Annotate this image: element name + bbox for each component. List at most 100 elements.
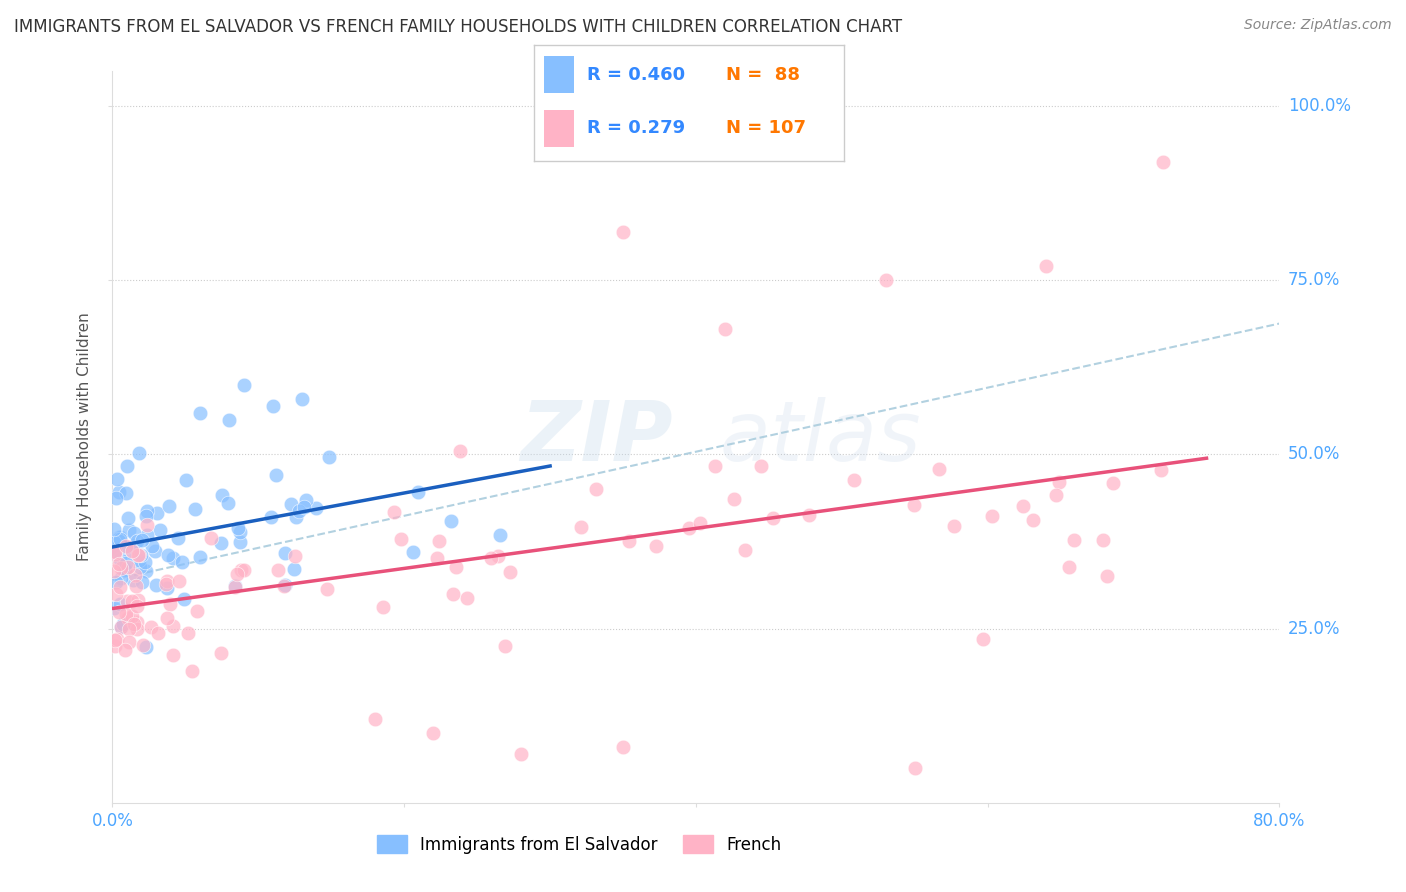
Point	[441, 587, 464, 601]
Point	[118, 635, 141, 649]
Point	[103, 564, 125, 578]
Point	[382, 505, 405, 519]
Point	[128, 548, 150, 562]
Point	[1152, 155, 1174, 169]
Point	[266, 563, 288, 577]
Point	[135, 564, 157, 578]
Point	[678, 521, 700, 535]
Point	[136, 517, 159, 532]
Point	[135, 528, 157, 542]
Point	[122, 617, 145, 632]
Point	[264, 467, 287, 482]
Point	[131, 575, 153, 590]
Point	[155, 577, 177, 591]
Point	[761, 510, 783, 524]
Point	[232, 563, 254, 577]
Point	[174, 473, 197, 487]
Point	[107, 530, 129, 544]
Point	[149, 523, 172, 537]
Point	[274, 546, 297, 560]
Point	[169, 574, 191, 589]
Point	[316, 582, 339, 596]
Point	[131, 533, 153, 547]
Point	[224, 581, 246, 595]
Point	[115, 607, 138, 621]
Point	[103, 522, 125, 536]
Point	[903, 498, 925, 512]
Point	[499, 566, 522, 580]
Point	[107, 485, 129, 500]
Point	[288, 504, 311, 518]
Point	[904, 761, 927, 775]
Text: 25.0%: 25.0%	[1288, 620, 1340, 638]
Point	[110, 560, 132, 574]
Text: IMMIGRANTS FROM EL SALVADOR VS FRENCH FAMILY HOUSEHOLDS WITH CHILDREN CORRELATIO: IMMIGRANTS FROM EL SALVADOR VS FRENCH FA…	[14, 18, 903, 36]
Point	[128, 446, 150, 460]
Point	[110, 598, 132, 612]
Point	[283, 562, 305, 576]
Point	[108, 533, 131, 548]
Point	[188, 406, 211, 420]
Point	[229, 535, 252, 549]
Point	[273, 579, 295, 593]
Point	[117, 560, 139, 574]
Point	[1059, 560, 1081, 574]
Point	[145, 578, 167, 592]
Point	[159, 597, 181, 611]
Bar	[544, 110, 575, 146]
Point	[981, 509, 1004, 524]
Point	[440, 515, 463, 529]
Bar	[544, 56, 575, 94]
Point	[318, 450, 340, 464]
Point	[121, 544, 143, 558]
Point	[229, 524, 252, 539]
Point	[285, 510, 308, 524]
Point	[131, 548, 153, 562]
Point	[135, 640, 157, 654]
Point	[509, 747, 531, 761]
Point	[188, 549, 211, 564]
Point	[122, 526, 145, 541]
Point	[115, 458, 138, 473]
Point	[295, 492, 318, 507]
Point	[1091, 533, 1114, 547]
Point	[107, 558, 129, 572]
Point	[114, 539, 136, 553]
Point	[186, 604, 208, 618]
Point	[156, 548, 179, 562]
Point	[166, 531, 188, 545]
Point	[104, 633, 127, 648]
Point	[118, 622, 141, 636]
Point	[121, 594, 143, 608]
Y-axis label: Family Households with Children: Family Households with Children	[77, 313, 93, 561]
Point	[141, 620, 163, 634]
Point	[114, 562, 136, 576]
Text: atlas: atlas	[720, 397, 921, 477]
Text: N = 107: N = 107	[725, 120, 806, 137]
Text: 100.0%: 100.0%	[1288, 97, 1351, 115]
Point	[173, 592, 195, 607]
Point	[402, 545, 425, 559]
Point	[226, 567, 249, 582]
Point	[1012, 499, 1035, 513]
Point	[723, 492, 745, 507]
Point	[107, 632, 129, 647]
Point	[371, 600, 394, 615]
Point	[162, 619, 184, 633]
Point	[486, 549, 509, 563]
Point	[211, 646, 233, 660]
Point	[127, 622, 149, 636]
Point	[136, 504, 159, 518]
Point	[125, 579, 148, 593]
Point	[842, 473, 865, 487]
Point	[200, 532, 222, 546]
Point	[427, 534, 450, 549]
Point	[569, 520, 592, 534]
Point	[1063, 533, 1085, 547]
Point	[180, 665, 202, 679]
Point	[105, 472, 128, 486]
Point	[183, 502, 205, 516]
Point	[134, 555, 156, 569]
Point	[218, 412, 240, 426]
Point	[118, 545, 141, 559]
